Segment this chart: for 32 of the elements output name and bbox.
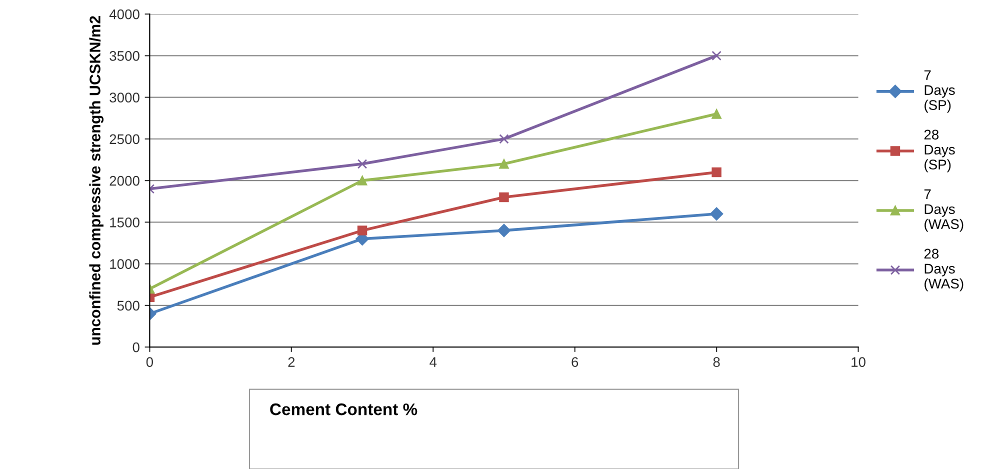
x-tick-label: 6 — [572, 357, 578, 367]
legend-label: 28 Days (WAS) — [924, 248, 964, 292]
y-tick-label: 3000 — [110, 92, 140, 102]
point — [499, 192, 509, 202]
point — [712, 167, 722, 178]
point — [357, 176, 368, 186]
x-tick-label: 0 — [146, 357, 154, 367]
x-tick-label: 4 — [430, 357, 437, 367]
x-axis-title: Cement Content % — [270, 403, 418, 416]
point — [499, 159, 509, 169]
y-tick-label: 1000 — [110, 259, 140, 269]
y-tick-label: 1500 — [110, 218, 140, 228]
point — [497, 224, 511, 238]
y-tick-label: 500 — [117, 300, 140, 311]
y-tick-label: 3500 — [110, 51, 140, 61]
legend-label: 7 Days (SP) — [924, 70, 955, 113]
point — [712, 109, 722, 119]
x-tick-label: 2 — [288, 357, 295, 367]
y-tick-label: 0 — [132, 342, 140, 352]
y-tick-label: 4000 — [109, 9, 140, 20]
legend-label: 7 Days (WAS) — [924, 189, 964, 232]
y-axis-title: unconfined compressive strength UCSKN/m2 — [89, 16, 104, 345]
point — [712, 50, 722, 61]
y-tick-label: 2000 — [110, 176, 140, 186]
x-tick-label: 10 — [852, 357, 866, 367]
point — [357, 159, 368, 169]
y-tick-label: 2500 — [110, 134, 140, 144]
point — [710, 207, 724, 220]
point — [499, 134, 509, 144]
point — [357, 226, 368, 236]
legend-label: 28 Days (SP) — [924, 130, 955, 172]
x-tick-label: 8 — [713, 357, 720, 367]
